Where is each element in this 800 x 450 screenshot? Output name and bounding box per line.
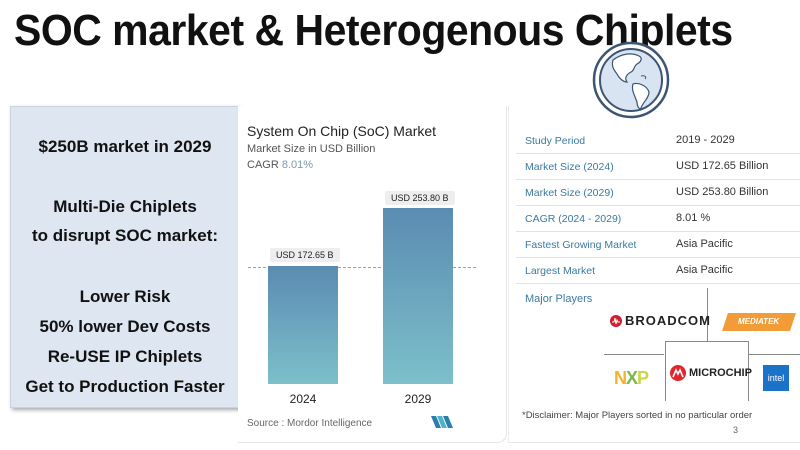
chart-source: Source : Mordor Intelligence: [247, 418, 373, 429]
row-key: CAGR (2024 - 2029): [525, 213, 622, 225]
row-key: Study Period: [525, 135, 586, 147]
grid-divider: [707, 288, 708, 342]
row-value: Asia Pacific: [676, 264, 733, 276]
row-key: Largest Market: [525, 265, 596, 277]
row-value: 8.01 %: [676, 212, 711, 224]
microchip-logo: MICROCHIP: [670, 365, 752, 381]
bar-2024: [268, 266, 338, 384]
chart-card: System On Chip (SoC) Market Market Size …: [238, 106, 507, 443]
grid-divider: [748, 354, 800, 355]
summary-box: $250B market in 2029 Multi-Die Chiplets …: [10, 106, 240, 408]
table-row: Market Size (2029) USD 253.80 Billion: [516, 180, 800, 206]
table-row: Fastest Growing Market Asia Pacific: [516, 232, 800, 258]
globe-icon: [592, 41, 670, 119]
major-players-label: Major Players: [525, 293, 593, 305]
x-axis-label: 2029: [404, 392, 432, 406]
chart-subtitle: Market Size in USD Billion: [247, 143, 376, 155]
row-key: Fastest Growing Market: [525, 239, 637, 251]
market-info-table: Study Period 2019 - 2029 Market Size (202…: [516, 128, 800, 284]
nxp-logo: NXP: [614, 368, 649, 388]
grid-divider: [604, 354, 664, 355]
summary-line: 50% lower Dev Costs: [39, 317, 211, 336]
reference-line: [248, 267, 476, 268]
row-value: USD 253.80 Billion: [676, 186, 769, 198]
chart-cagr: CAGR 8.01%: [247, 159, 313, 171]
bar-value-badge: USD 253.80 B: [385, 191, 455, 205]
summary-line: Get to Production Faster: [25, 377, 225, 396]
x-axis-label: 2024: [289, 392, 317, 406]
row-key: Market Size (2024): [525, 161, 614, 173]
summary-line: Lower Risk: [79, 287, 171, 306]
summary-line: to disrupt SOC market:: [31, 226, 219, 245]
row-value: USD 172.65 Billion: [676, 160, 769, 172]
bar-value-badge: USD 172.65 B: [270, 248, 340, 262]
row-value: 2019 - 2029: [676, 134, 735, 146]
mordor-logo-icon: [431, 416, 453, 428]
broadcom-logo: BROADCOM: [610, 313, 711, 328]
intel-logo: intel: [763, 365, 789, 391]
summary-line: Re-USE IP Chiplets: [47, 347, 203, 366]
mediatek-logo: MEDIATEK: [722, 313, 796, 331]
grid-divider: [748, 341, 749, 401]
cagr-label: CAGR: [247, 159, 279, 171]
broadcom-icon: [610, 314, 622, 327]
table-row: Market Size (2024) USD 172.65 Billion: [516, 154, 800, 180]
table-row: Largest Market Asia Pacific: [516, 258, 800, 284]
grid-divider: [665, 341, 666, 401]
table-row: CAGR (2024 - 2029) 8.01 %: [516, 206, 800, 232]
row-value: Asia Pacific: [676, 238, 733, 250]
cagr-value: 8.01%: [281, 159, 314, 171]
summary-line: $250B market in 2029: [38, 137, 212, 156]
page-number: 3: [733, 425, 739, 435]
chart-title: System On Chip (SoC) Market: [247, 123, 437, 139]
summary-line: Multi-Die Chiplets: [53, 197, 197, 216]
info-card: [508, 106, 800, 443]
microchip-icon: [670, 365, 686, 381]
bar-2029: [383, 208, 453, 384]
table-row: Study Period 2019 - 2029: [516, 128, 800, 154]
row-key: Market Size (2029): [525, 187, 614, 199]
grid-divider: [665, 341, 748, 342]
disclaimer: *Disclaimer: Major Players sorted in no …: [522, 410, 753, 421]
